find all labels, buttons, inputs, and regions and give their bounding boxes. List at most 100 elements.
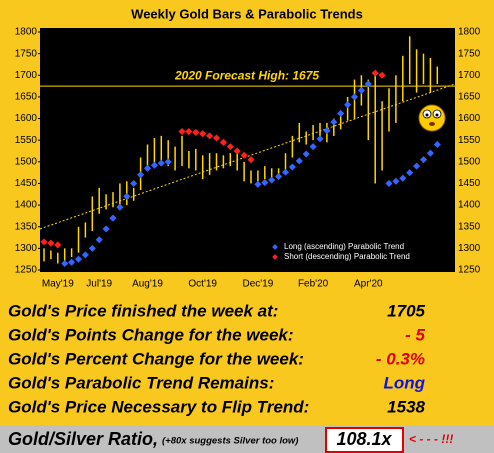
y2-tick-label: 1800 bbox=[458, 27, 481, 38]
y-tick-label: 1400 bbox=[15, 200, 38, 211]
parabolic-dot bbox=[143, 164, 152, 172]
parabolic-dot bbox=[150, 161, 158, 169]
parabolic-dot bbox=[371, 69, 379, 77]
y2-tick-label: 1350 bbox=[458, 221, 481, 232]
parabolic-dot bbox=[392, 177, 400, 185]
parabolic-dot bbox=[419, 156, 428, 164]
parabolic-dot bbox=[378, 71, 386, 79]
legend-label: Long (ascending) Parabolic Trend bbox=[284, 242, 404, 251]
parabolic-dot bbox=[226, 143, 234, 151]
y-tick-label: 1550 bbox=[15, 135, 38, 146]
parabolic-dot bbox=[295, 157, 303, 165]
y-tick-label: 1250 bbox=[15, 265, 38, 276]
parabolic-dot bbox=[247, 156, 255, 164]
parabolic-dot bbox=[309, 143, 317, 151]
parabolic-dot bbox=[281, 168, 290, 176]
parabolic-dot bbox=[268, 176, 276, 184]
row-label: Gold's Parabolic Trend Remains: bbox=[8, 373, 274, 392]
row-value: 1538 bbox=[387, 397, 425, 416]
parabolic-dot bbox=[254, 180, 262, 188]
parabolic-dot bbox=[47, 239, 55, 247]
parabolic-dot bbox=[337, 109, 345, 117]
ratio-box bbox=[325, 427, 404, 453]
parabolic-dot bbox=[95, 236, 103, 244]
x-tick-label: Jul'19 bbox=[86, 279, 112, 290]
parabolic-dot bbox=[206, 132, 214, 140]
parabolic-dot bbox=[302, 150, 310, 158]
parabolic-dot bbox=[178, 127, 186, 136]
y-tick-label: 1450 bbox=[15, 178, 38, 189]
parabolic-dot bbox=[74, 255, 83, 263]
y2-tick-label: 1300 bbox=[458, 243, 481, 254]
parabolic-dot bbox=[130, 179, 138, 187]
chart-title: Weekly Gold Bars & Parabolic Trends bbox=[131, 6, 363, 21]
y2-tick-label: 1550 bbox=[458, 135, 481, 146]
y-tick-label: 1300 bbox=[15, 243, 38, 254]
parabolic-dot bbox=[426, 149, 434, 157]
parabolic-dot bbox=[109, 214, 117, 222]
row-label: Gold's Points Change for the week: bbox=[8, 325, 294, 344]
y2-tick-label: 1650 bbox=[458, 92, 481, 103]
y-tick-label: 1500 bbox=[15, 156, 38, 167]
y-tick-label: 1350 bbox=[15, 221, 38, 232]
y2-tick-label: 1500 bbox=[458, 156, 481, 167]
parabolic-dot bbox=[88, 244, 96, 252]
x-tick-label: Oct'19 bbox=[188, 279, 217, 290]
legend-marker bbox=[272, 244, 278, 250]
y2-tick-label: 1700 bbox=[458, 70, 481, 81]
parabolic-dot bbox=[54, 241, 62, 249]
parabolic-dot bbox=[399, 174, 407, 182]
legend-label: Short (descending) Parabolic Trend bbox=[284, 252, 410, 261]
y2-tick-label: 1750 bbox=[458, 48, 481, 59]
parabolic-dot bbox=[68, 258, 76, 266]
parabolic-dot bbox=[185, 127, 193, 136]
parabolic-dot bbox=[323, 127, 331, 135]
ratio-label: Gold/Silver Ratio, bbox=[8, 429, 158, 449]
ratio-arrow: < - - - !!! bbox=[409, 432, 453, 446]
parabolic-dot bbox=[123, 192, 131, 200]
parabolic-dot bbox=[192, 128, 200, 136]
x-tick-label: May'19 bbox=[42, 279, 74, 290]
parabolic-dot bbox=[364, 80, 372, 88]
parabolic-dot bbox=[330, 118, 338, 126]
parabolic-dot bbox=[261, 179, 269, 187]
plot-area bbox=[40, 28, 455, 272]
row-label: Gold's Price finished the week at: bbox=[8, 301, 278, 320]
y2-tick-label: 1450 bbox=[458, 178, 481, 189]
parabolic-dot bbox=[61, 259, 69, 268]
y2-tick-label: 1400 bbox=[458, 200, 481, 211]
forecast-label: 2020 Forecast High: 1675 bbox=[174, 68, 319, 82]
parabolic-dot bbox=[240, 151, 248, 159]
parabolic-dot bbox=[157, 159, 165, 167]
legend-marker bbox=[272, 254, 278, 260]
y-tick-label: 1650 bbox=[15, 92, 38, 103]
parabolic-dot bbox=[137, 171, 145, 179]
parabolic-dot bbox=[233, 147, 241, 155]
parabolic-dot bbox=[385, 179, 393, 187]
parabolic-dot bbox=[344, 101, 352, 109]
parabolic-dot bbox=[219, 138, 227, 146]
parabolic-dot bbox=[40, 238, 48, 246]
ratio-row-bg bbox=[0, 425, 494, 453]
parabolic-dot bbox=[275, 172, 283, 181]
parabolic-dot bbox=[350, 93, 359, 101]
parabolic-dot bbox=[102, 225, 110, 233]
x-tick-label: Dec'19 bbox=[242, 279, 273, 290]
row-value: 1705 bbox=[387, 301, 425, 320]
parabolic-dot bbox=[212, 134, 221, 142]
y2-tick-label: 1600 bbox=[458, 113, 481, 124]
y2-tick-label: 1250 bbox=[458, 265, 481, 276]
parabolic-dot bbox=[164, 158, 172, 166]
parabolic-dot bbox=[116, 203, 124, 211]
x-tick-label: Apr'20 bbox=[354, 279, 383, 290]
parabolic-dot bbox=[316, 135, 324, 143]
row-label: Gold's Price Necessary to Flip Trend: bbox=[8, 397, 309, 416]
x-tick-label: Feb'20 bbox=[298, 279, 329, 290]
row-value: Long bbox=[383, 373, 425, 392]
trendline bbox=[39, 83, 456, 230]
parabolic-dot bbox=[199, 130, 207, 138]
y-tick-label: 1750 bbox=[15, 48, 38, 59]
y-tick-label: 1600 bbox=[15, 113, 38, 124]
y-tick-label: 1700 bbox=[15, 70, 38, 81]
